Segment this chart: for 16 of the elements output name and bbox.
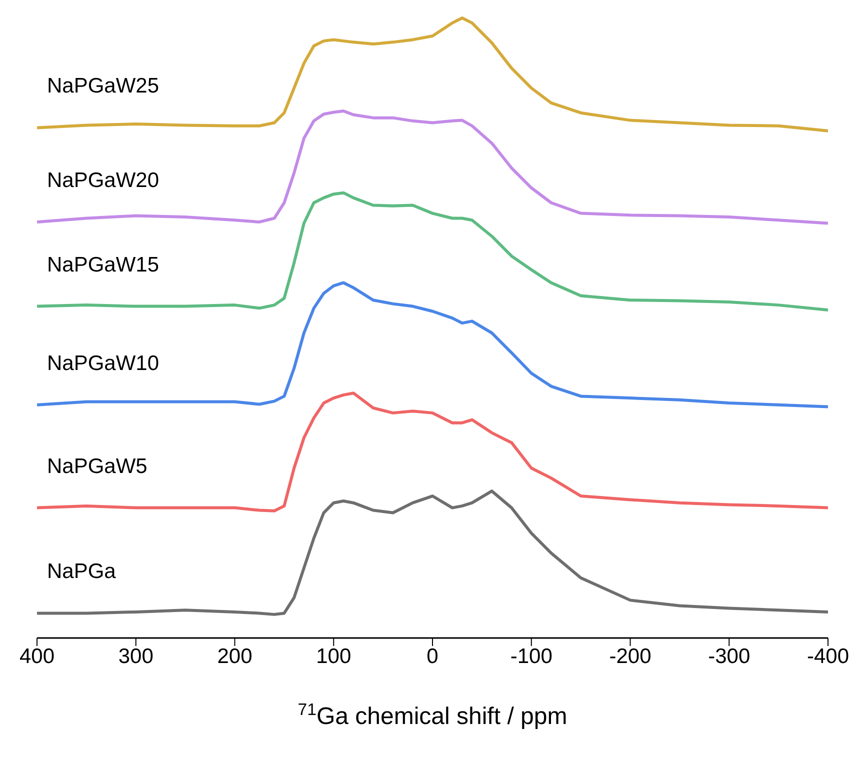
x-tick-label: 200 [217,644,252,668]
series-label: NaPGaW5 [47,454,148,478]
x-tick-label: 100 [316,644,352,668]
x-tick-label: 0 [426,644,438,668]
x-tick-label: -200 [609,644,652,668]
series-label: NaPGaW25 [47,74,160,98]
series-label: NaPGaW20 [47,168,160,192]
series-label: NaPGa [47,560,116,584]
x-tick-label: -300 [708,644,750,668]
x-tick-label: -100 [510,644,552,668]
x-tick-label: 300 [118,644,154,668]
x-axis-title: $^{71}$Ga chemical shift / ppm [298,700,568,730]
x-tick-label: 400 [19,644,55,668]
series-label: NaPGaW10 [47,352,160,375]
x-tick-label: -400 [806,644,850,668]
series-label: NaPGaW15 [47,253,160,276]
